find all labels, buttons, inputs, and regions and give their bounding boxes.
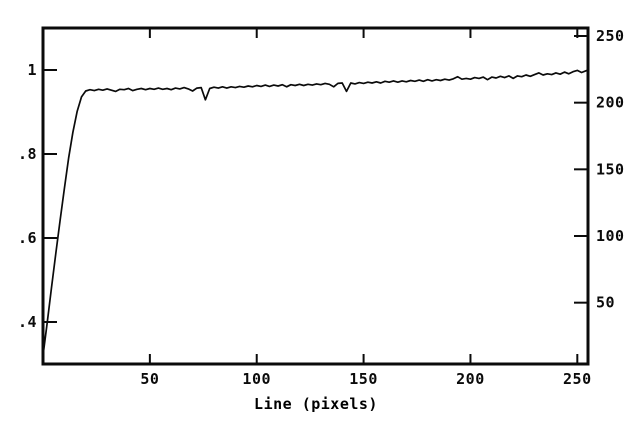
y-left-tick-label: .8 <box>18 145 37 163</box>
y-right-tick-label: 250 <box>596 27 625 45</box>
plot-frame <box>41 26 590 366</box>
axis-tick-labels: 50 100 150 200 250 1 .8 .6 .4 250 200 150 100 50 <box>18 27 625 388</box>
x-tick-label: 100 <box>242 370 271 388</box>
y-right-tick-label: 100 <box>596 227 625 245</box>
y-left-tick-label: .6 <box>18 229 37 247</box>
y-left-tick-label: 1 <box>27 61 37 79</box>
axis-ticks <box>43 28 588 364</box>
y-right-tick-label: 150 <box>596 160 625 178</box>
x-tick-label: 50 <box>140 370 159 388</box>
y-left-tick-label: .4 <box>18 313 37 331</box>
x-axis-title: Line (pixels) <box>254 395 378 413</box>
y-right-tick-label: 200 <box>596 94 625 112</box>
profile-line <box>42 69 589 357</box>
x-tick-label: 250 <box>563 370 592 388</box>
plot-border <box>41 26 590 366</box>
y-right-tick-label: 50 <box>596 294 615 312</box>
x-tick-label: 150 <box>349 370 378 388</box>
x-tick-label: 200 <box>456 370 485 388</box>
data-series <box>42 69 589 357</box>
